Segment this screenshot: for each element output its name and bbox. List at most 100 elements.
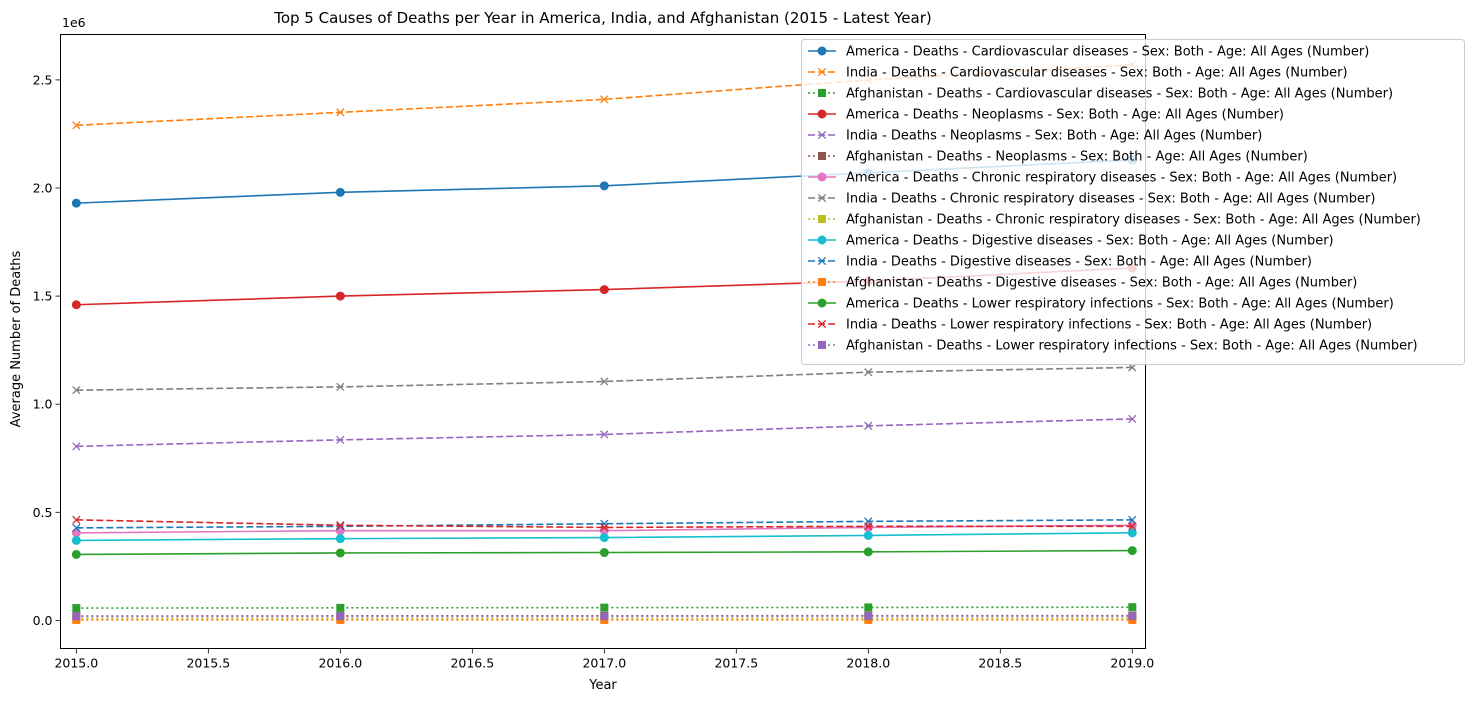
y-tick-label: 2.0: [33, 181, 53, 196]
legend-marker: [817, 235, 827, 245]
legend-entry: Afghanistan - Deaths - Digestive disease…: [808, 276, 1357, 291]
data-point: [72, 604, 81, 613]
legend-label: America - Deaths - Cardiovascular diseas…: [846, 45, 1369, 60]
data-point: [599, 548, 609, 558]
data-point: [335, 187, 345, 197]
legend-entry: India - Deaths - Chronic respiratory dis…: [808, 192, 1375, 207]
series-line: [76, 519, 1133, 529]
data-point: [335, 548, 345, 558]
x-axis-ticks: 2015.0 2015.5 2016.0 2016.5 2017.0 2017.5 2018…: [54, 648, 1154, 671]
x-tick-label: 2017.5: [714, 656, 758, 671]
data-point: [600, 603, 609, 612]
data-point: [1127, 546, 1137, 556]
legend-entry: India - Deaths - Neoplasms - Sex: Both -…: [808, 129, 1262, 144]
legend-frame: [801, 39, 1465, 365]
legend-marker: [818, 215, 826, 223]
legend-label: America - Deaths - Lower respiratory inf…: [846, 297, 1394, 312]
legend: America - Deaths - Cardiovascular diseas…: [801, 39, 1465, 365]
data-point: [599, 181, 609, 191]
legend-label: Afghanistan - Deaths - Cardiovascular di…: [846, 87, 1393, 102]
legend-label: India - Deaths - Lower respiratory infec…: [846, 318, 1372, 333]
series-line: [76, 366, 1133, 391]
data-point: [600, 519, 609, 528]
series-11: [72, 515, 1137, 533]
data-point: [599, 285, 609, 295]
series-5: [72, 414, 1137, 451]
legend-entry: India - Deaths - Cardiovascular diseases…: [808, 66, 1348, 81]
y-tick-label: 1.0: [33, 397, 53, 412]
data-point: [600, 430, 609, 439]
data-point: [72, 523, 81, 533]
legend-marker: [818, 278, 826, 286]
data-point: [863, 530, 873, 540]
data-point: [71, 535, 81, 545]
legend-entry: Afghanistan - Deaths - Neoplasms - Sex: …: [808, 150, 1308, 165]
data-point: [600, 95, 609, 104]
legend-entry: Afghanistan - Deaths - Cardiovascular di…: [808, 87, 1393, 102]
legend-entry: Afghanistan - Deaths - Lower respiratory…: [808, 339, 1418, 354]
legend-marker: [818, 341, 826, 349]
legend-entry: America - Deaths - Lower respiratory inf…: [808, 297, 1394, 312]
data-point: [600, 612, 609, 621]
data-point: [864, 612, 873, 621]
legend-marker: [817, 193, 827, 203]
legend-label: India - Deaths - Neoplasms - Sex: Both -…: [846, 129, 1262, 144]
x-tick-label: 2016.5: [450, 656, 494, 671]
data-point: [600, 377, 609, 386]
series-8: [72, 363, 1137, 395]
data-point: [335, 291, 345, 301]
legend-entry: America - Deaths - Neoplasms - Sex: Both…: [808, 108, 1284, 123]
legend-marker: [817, 319, 827, 329]
legend-label: Afghanistan - Deaths - Neoplasms - Sex: …: [846, 150, 1308, 165]
legend-marker: [817, 109, 827, 119]
data-point: [1128, 515, 1137, 525]
legend-label: Afghanistan - Deaths - Digestive disease…: [846, 276, 1357, 291]
data-point: [71, 198, 81, 208]
legend-entry: America - Deaths - Chronic respiratory d…: [808, 171, 1397, 186]
x-tick-label: 2018.0: [846, 656, 890, 671]
data-point: [336, 382, 345, 392]
legend-label: India - Deaths - Chronic respiratory dis…: [846, 192, 1375, 207]
series-line: [76, 606, 1133, 609]
data-point: [864, 522, 873, 531]
data-point: [72, 515, 81, 525]
x-tick-label: 2016.0: [318, 656, 362, 671]
legend-marker: [817, 67, 827, 77]
legend-label: America - Deaths - Neoplasms - Sex: Both…: [846, 108, 1284, 123]
series-14: [72, 515, 1137, 532]
data-point: [864, 368, 873, 377]
data-point: [335, 534, 345, 544]
y-tick-label: 0.0: [33, 613, 53, 628]
legend-entry: India - Deaths - Lower respiratory infec…: [808, 318, 1372, 333]
legend-marker: [818, 89, 826, 97]
x-tick-label: 2018.5: [978, 656, 1022, 671]
series-15: [72, 612, 1137, 621]
series-line: [76, 418, 1133, 448]
series-3: [72, 603, 1137, 613]
legend-label: America - Deaths - Digestive diseases - …: [846, 234, 1334, 249]
legend-marker: [818, 152, 826, 160]
data-point: [336, 521, 345, 530]
data-point: [336, 522, 345, 531]
series-13: [71, 546, 1137, 559]
y-tick-label: 2.5: [33, 72, 53, 87]
y-axis-ticks: 0.0 0.5 1.0 1.5 2.0 2.5: [33, 72, 61, 628]
legend-marker: [817, 46, 827, 56]
data-point: [71, 549, 81, 559]
data-point: [336, 435, 345, 445]
x-tick-label: 2015.5: [186, 656, 230, 671]
data-point: [1128, 603, 1137, 612]
legend-entry: America - Deaths - Digestive diseases - …: [808, 234, 1334, 249]
x-axis-label: Year: [588, 678, 617, 693]
legend-marker: [817, 130, 827, 140]
legend-entry: Afghanistan - Deaths - Chronic respirato…: [808, 213, 1421, 228]
legend-marker: [817, 256, 827, 266]
data-point: [1128, 612, 1137, 621]
data-point: [72, 121, 81, 130]
data-point: [1128, 414, 1137, 424]
y-tick-label: 1.5: [33, 289, 53, 304]
data-point: [336, 612, 345, 621]
data-point: [336, 108, 345, 117]
series-line: [76, 519, 1133, 529]
